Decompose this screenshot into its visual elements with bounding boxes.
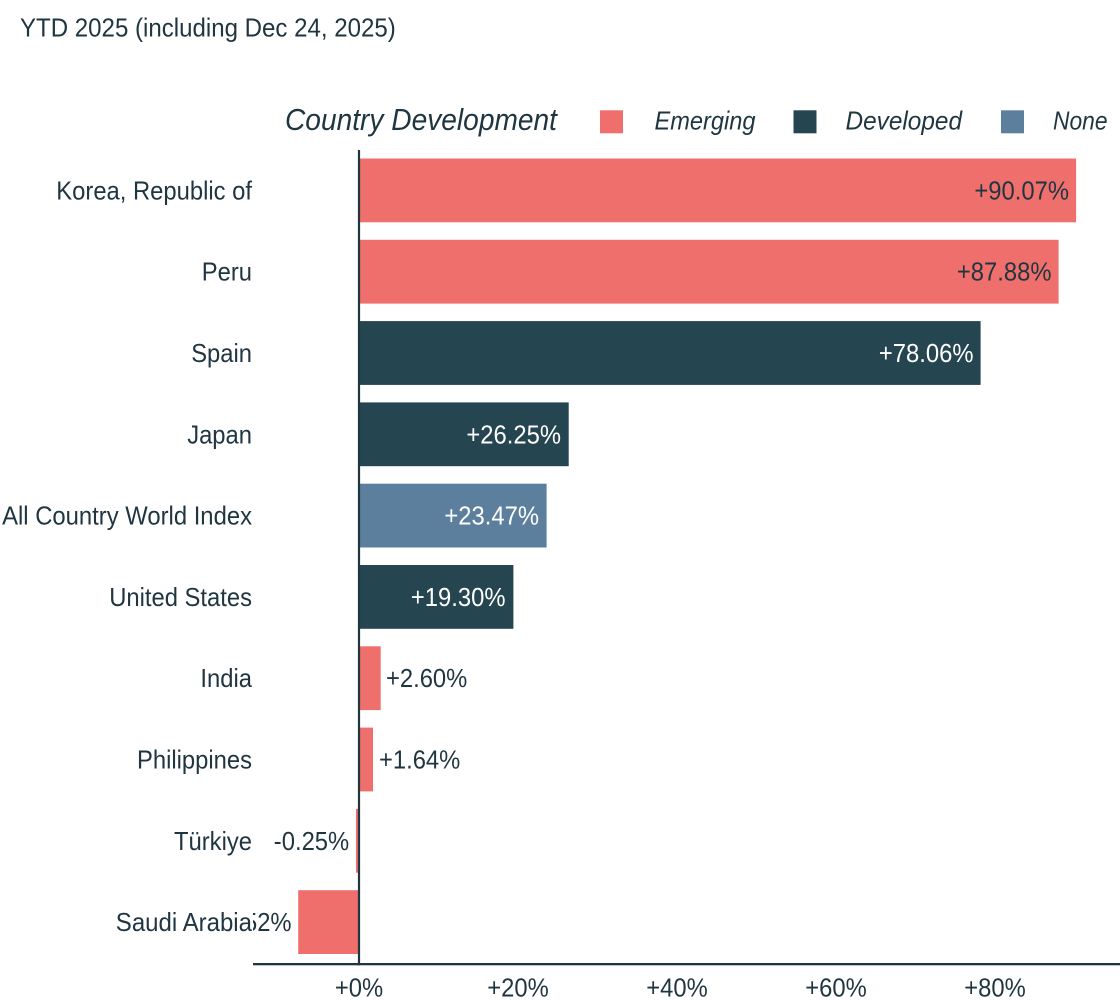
svg-text:None: None xyxy=(1053,106,1108,136)
svg-text:+23.47%: +23.47% xyxy=(444,501,539,531)
svg-text:Philippines: Philippines xyxy=(137,745,252,775)
svg-text:Türkiye: Türkiye xyxy=(174,826,252,856)
svg-text:+1.64%: +1.64% xyxy=(379,745,460,775)
svg-text:Japan: Japan xyxy=(187,419,252,449)
svg-text:YTD 2025 (including Dec 24, 20: YTD 2025 (including Dec 24, 2025) xyxy=(20,12,396,42)
svg-text:Saudi Arabia: Saudi Arabia xyxy=(116,907,253,937)
svg-text:+90.07%: +90.07% xyxy=(974,175,1069,205)
svg-text:+80%: +80% xyxy=(964,973,1026,1000)
svg-text:United States: United States xyxy=(109,582,252,612)
svg-text:+60%: +60% xyxy=(805,973,867,1000)
svg-text:+87.88%: +87.88% xyxy=(957,257,1052,287)
svg-text:Spain: Spain xyxy=(191,338,252,368)
svg-text:+78.06%: +78.06% xyxy=(879,338,974,368)
svg-text:Korea, Republic of: Korea, Republic of xyxy=(56,175,252,205)
svg-text:+0%: +0% xyxy=(335,973,383,1000)
svg-text:+40%: +40% xyxy=(646,973,708,1000)
svg-text:Country Development: Country Development xyxy=(285,102,558,137)
svg-text:Peru: Peru xyxy=(202,257,252,287)
svg-text:+26.25%: +26.25% xyxy=(466,419,561,449)
svg-text:+20%: +20% xyxy=(487,973,549,1000)
svg-text:Developed: Developed xyxy=(846,106,964,136)
svg-text:All Country World Index: All Country World Index xyxy=(2,501,252,531)
svg-text:+19.30%: +19.30% xyxy=(411,582,506,612)
svg-text:-0.25%: -0.25% xyxy=(274,826,349,856)
svg-text:Emerging: Emerging xyxy=(655,106,756,136)
svg-text:+2.60%: +2.60% xyxy=(386,663,467,693)
svg-text:India: India xyxy=(200,663,252,693)
